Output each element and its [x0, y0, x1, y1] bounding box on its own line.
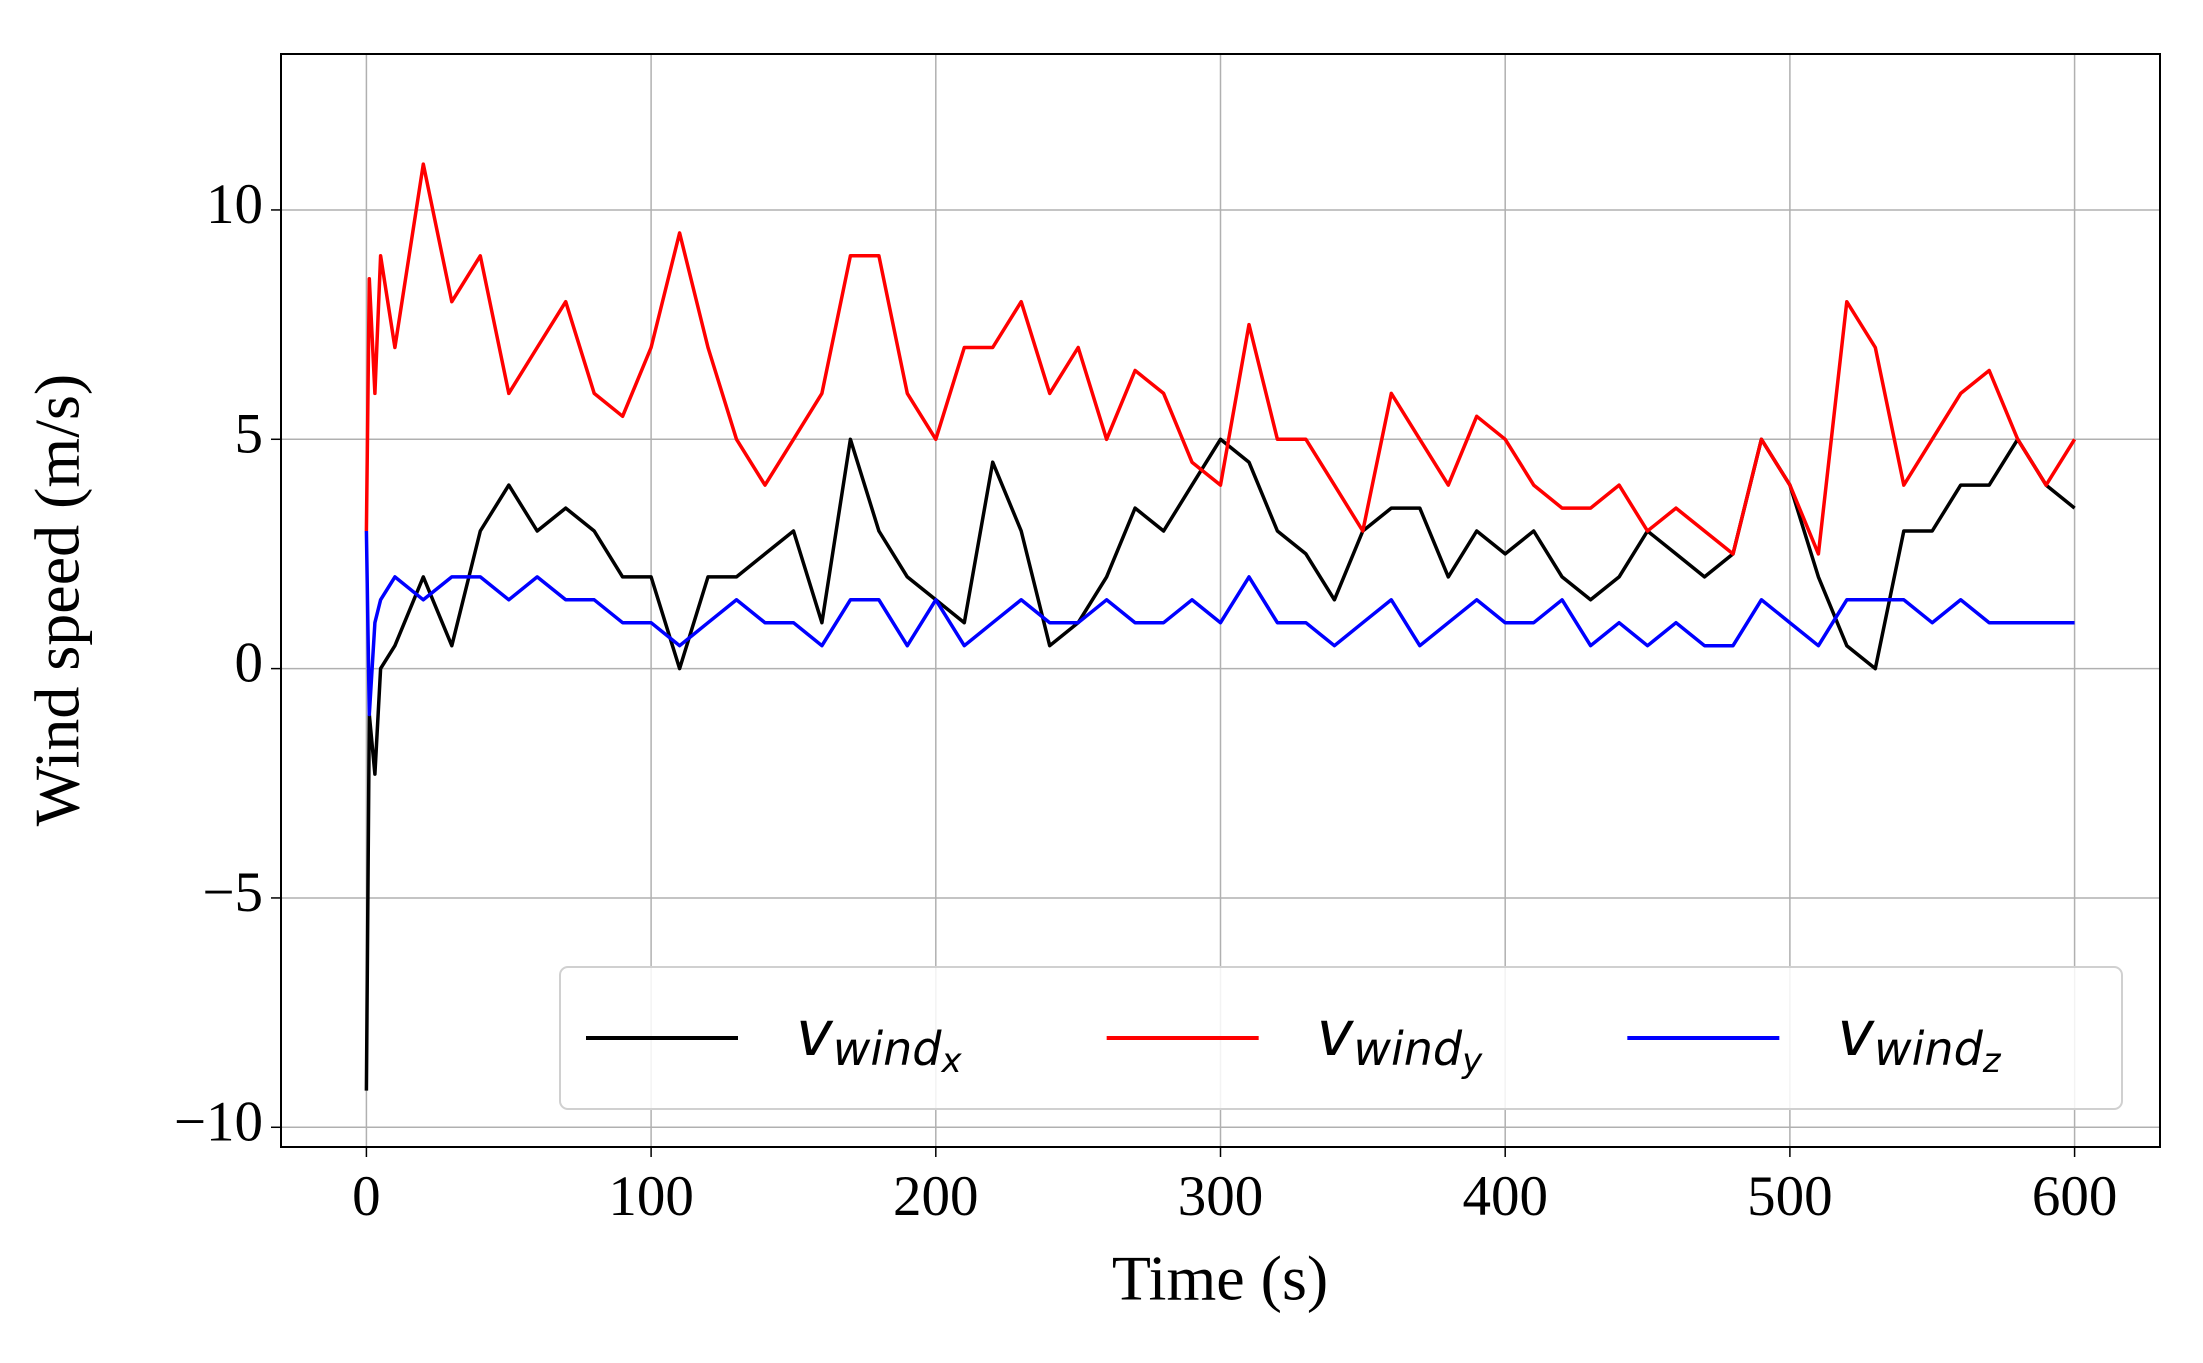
- x-tick-label: 500: [1747, 1165, 1833, 1228]
- y-axis-label: Wind speed (m/s): [22, 374, 93, 826]
- data-line: [364, 162, 2077, 556]
- x-tick-label: 0: [352, 1165, 381, 1228]
- data-line: [364, 530, 2075, 717]
- x-tick-label: 400: [1462, 1165, 1548, 1228]
- legend-label: vwindx: [796, 997, 962, 1080]
- x-tick-label: 600: [2032, 1165, 2118, 1228]
- x-tick-label: 100: [608, 1165, 694, 1228]
- legend-label: vwindz: [1837, 997, 2001, 1080]
- x-axis-label: Time (s): [1112, 1243, 1328, 1314]
- y-tick-label: 10: [206, 173, 263, 236]
- y-tick-label: −10: [174, 1090, 263, 1153]
- legend-box: [559, 966, 2123, 1110]
- y-tick-label: −5: [202, 861, 263, 924]
- y-tick-label: 0: [235, 632, 264, 695]
- x-tick-label: 300: [1178, 1165, 1264, 1228]
- x-tick-label: 200: [893, 1165, 979, 1228]
- y-tick-label: 5: [235, 402, 264, 465]
- plot-frame: [280, 53, 2161, 1148]
- legend-label: vwindy: [1317, 997, 1483, 1080]
